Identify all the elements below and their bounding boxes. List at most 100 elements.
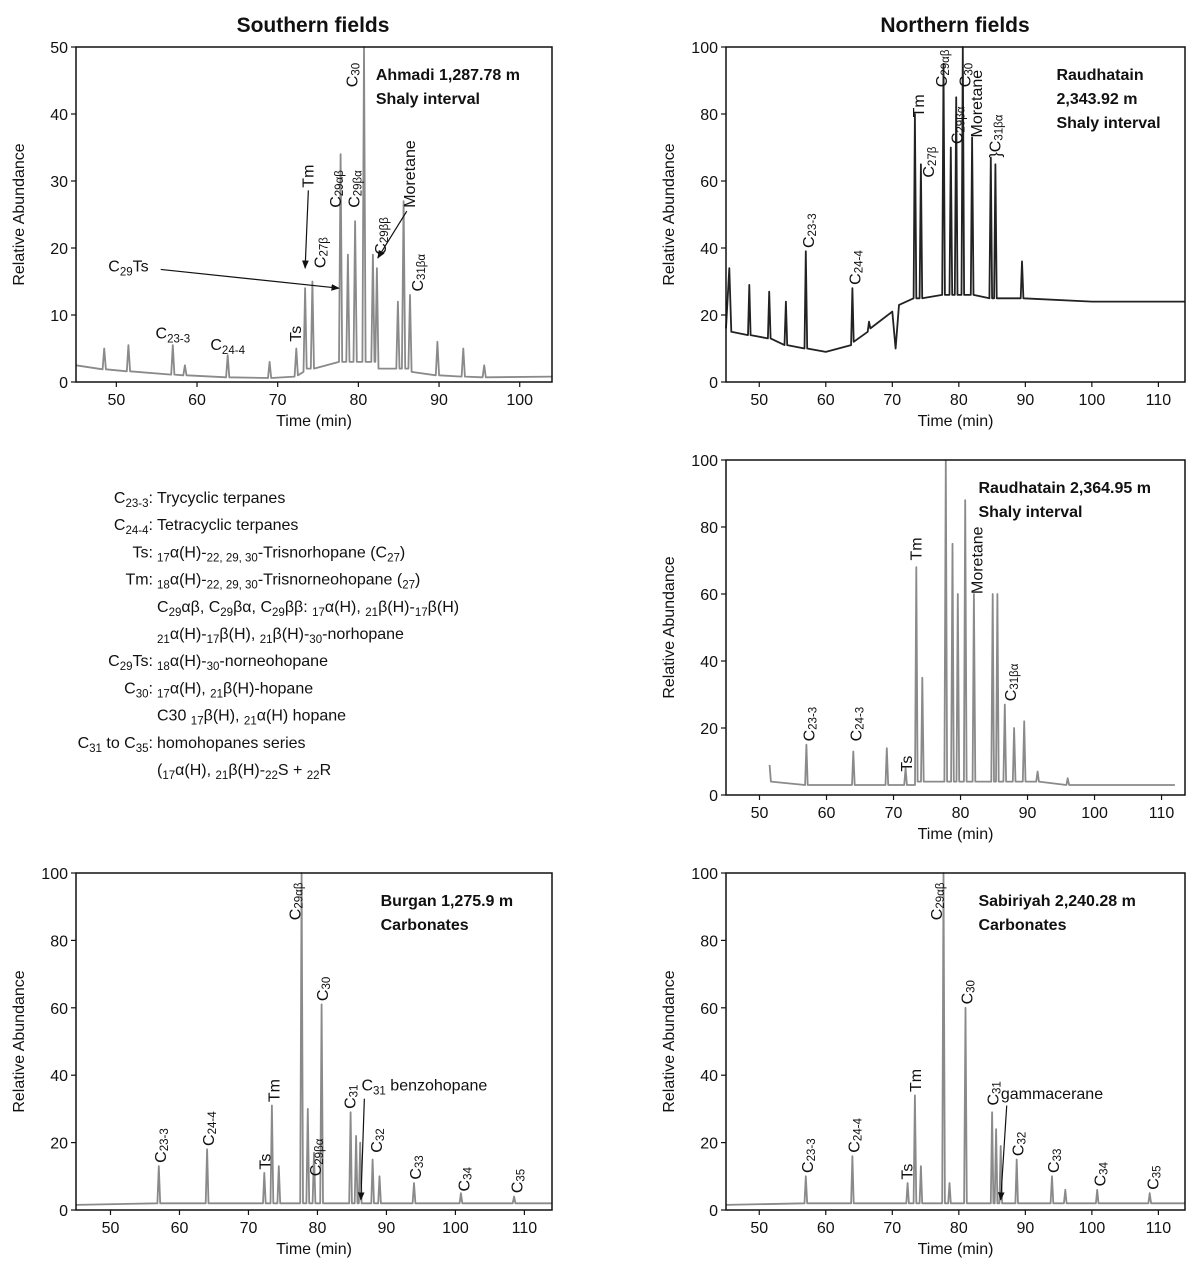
text-run: 24-4 [222, 345, 246, 357]
panel-label: 2,343.92 m [1056, 91, 1137, 108]
text-run: β(H)- [273, 626, 310, 643]
peak-label: C29αβ [287, 882, 306, 920]
peak-label: C27β [312, 237, 331, 268]
text-run: 29βα [955, 106, 967, 132]
x-tick-label: 60 [817, 392, 835, 409]
text-run: 27β [927, 146, 939, 166]
y-tick-label: 20 [700, 721, 718, 738]
text-run: 29αβ [940, 49, 952, 75]
text-run: C [314, 989, 331, 1001]
legend-key: C24-4: [114, 517, 153, 537]
peak-label: C24-4 [846, 1118, 865, 1153]
x-tick-label: 70 [269, 392, 287, 409]
text-run: C [928, 909, 945, 921]
text-run: : [149, 735, 153, 752]
text-run: 22 [265, 770, 278, 782]
legend-key: C31 to C35: [78, 735, 153, 755]
text-run: 22, 29, 30 [207, 552, 258, 564]
y-tick-label: 10 [50, 308, 68, 325]
y-tick-label: 0 [59, 1203, 68, 1220]
text-run: 27 [387, 552, 400, 564]
y-tick-label: 20 [700, 1136, 718, 1153]
text-run: ( [157, 762, 163, 779]
text-run: 35 [516, 1169, 528, 1182]
annotation-arrow [997, 1105, 1008, 1201]
x-tick-label: 60 [188, 392, 206, 409]
text-run: 23-3 [125, 498, 148, 510]
peak-label: C35 [509, 1169, 528, 1193]
x-tick-label: 110 [512, 1220, 538, 1237]
text-run: C [456, 1180, 473, 1192]
text-run: Ts [899, 1164, 916, 1180]
peak-label: C34 [456, 1166, 475, 1191]
peak-label: C27β [920, 146, 939, 177]
text-run: 29 [272, 607, 285, 619]
text-run: β(H), [219, 626, 259, 643]
text-run: 29βα [352, 170, 364, 196]
text-run: 24-4 [854, 250, 866, 274]
text-run: 24-4 [207, 1111, 219, 1135]
panel-label: Shaly interval [1056, 115, 1160, 132]
plot-frame [725, 46, 1186, 383]
chromatogram-line [725, 872, 1185, 1206]
text-run: 23-3 [159, 1128, 171, 1151]
text-run: C [124, 680, 136, 697]
x-tick-label: 60 [171, 1220, 189, 1237]
text-run: 23-3 [808, 707, 820, 730]
column-title: Northern fields [880, 14, 1029, 37]
text-run: 31 [991, 1081, 1003, 1094]
text-run: C [801, 236, 818, 248]
text-run: α(H), [325, 599, 365, 616]
x-axis-label: Time (min) [276, 1241, 352, 1258]
y-tick-label: 100 [691, 40, 718, 57]
plot-frame [725, 459, 1186, 796]
text-run: Ts: [133, 653, 153, 670]
text-run: 30 [321, 977, 333, 990]
text-run: Tm [300, 165, 317, 188]
peak-label: C31 [342, 1085, 361, 1109]
text-run: C [959, 993, 976, 1005]
text-run: 17 [312, 607, 325, 619]
text-run: Ts [288, 326, 305, 342]
y-tick-label: 40 [700, 1068, 718, 1085]
text-run: S + [278, 762, 307, 779]
text-run: C [346, 196, 363, 208]
y-axis-label: Relative Abundance [661, 143, 678, 285]
peak-label: C23-3 [799, 1138, 818, 1173]
x-tick-label: 90 [430, 392, 448, 409]
text-run: 17 [162, 770, 175, 782]
text-run: 23-3 [807, 213, 819, 236]
text-run: C [920, 166, 937, 178]
legend-desc: 17α(H)-22, 29, 30-Trisnorhopane (C27) [157, 544, 405, 564]
annotation-arrow [302, 190, 309, 269]
x-tick-label: 70 [240, 1220, 258, 1237]
y-tick-label: 80 [700, 933, 718, 950]
x-tick-label: 100 [442, 1220, 469, 1237]
x-tick-label: 50 [750, 392, 768, 409]
peak-label: C31βα [1002, 663, 1021, 701]
x-tick-label: 90 [1019, 805, 1037, 822]
text-run: α(H) hopane [257, 708, 346, 725]
text-run: Moretane [402, 140, 419, 208]
plot-frame [725, 872, 1186, 1211]
x-tick-label: 80 [950, 1220, 968, 1237]
x-tick-label: 80 [309, 1220, 327, 1237]
text-run: C [799, 1161, 816, 1173]
text-run: Tm [908, 1069, 925, 1092]
legend-key: C30: [124, 680, 153, 700]
text-run: C [1002, 690, 1019, 702]
chromatogram-line [768, 459, 1175, 786]
text-run: -Trisnorhopane (C [258, 544, 387, 561]
text-run: Tm [908, 537, 925, 560]
text-run: Moretane [969, 526, 986, 594]
y-axis-label: Relative Abundance [11, 970, 28, 1112]
peak-label: Ts [898, 756, 915, 772]
y-tick-label: 80 [700, 520, 718, 537]
panel-label: Shaly interval [376, 91, 480, 108]
legend-desc: Trycyclic terpanes [157, 490, 285, 507]
text-run: 29 [220, 607, 233, 619]
text-run: 35 [1152, 1165, 1164, 1178]
peak-label: C32 [1010, 1132, 1029, 1156]
legend-desc: 18α(H)-22, 29, 30-Trisnorneohopane (27) [157, 572, 420, 592]
